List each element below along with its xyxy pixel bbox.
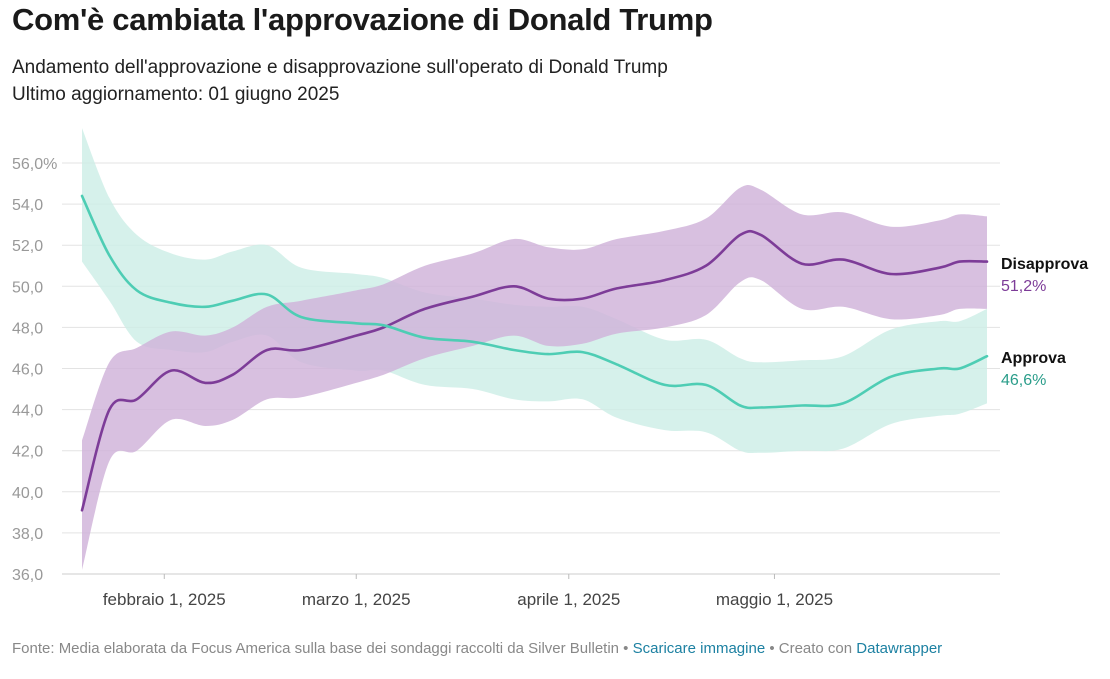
datawrapper-link[interactable]: Datawrapper [856,640,943,657]
series-value-disapprova: 51,2% [1001,278,1046,295]
series-value-approva: 46,6% [1001,372,1046,389]
y-tick-label: 42,0 [12,444,43,461]
subtitle-line-2: Ultimo aggiornamento: 01 giugno 2025 [12,84,340,105]
x-tick-label: maggio 1, 2025 [716,590,833,609]
y-tick-label: 38,0 [12,526,43,543]
x-tick-label: marzo 1, 2025 [302,590,411,609]
x-tick-label: febbraio 1, 2025 [103,590,226,609]
confidence-bands [82,128,987,570]
footer-separator-2: • Creato con [765,640,857,657]
series-label-approva: Approva [1001,350,1066,367]
y-tick-label: 52,0 [12,238,43,255]
y-tick-label: 56,0% [12,156,57,173]
x-axis: febbraio 1, 2025 marzo 1, 2025 aprile 1, 2… [103,574,833,609]
line-approva [80,194,989,410]
series-label-disapprova: Disapprova [1001,256,1088,273]
footer: Fonte: Media elaborata da Focus America … [12,640,942,657]
band-approva [82,128,987,454]
y-tick-label: 50,0 [12,279,43,296]
source-note: Fonte: Media elaborata da Focus America … [12,640,620,657]
y-tick-label: 44,0 [12,403,43,420]
y-tick-label: 48,0 [12,320,43,337]
y-tick-label: 46,0 [12,362,43,379]
series-lines [80,194,989,512]
footer-separator: • [619,640,633,657]
download-image-link[interactable]: Scaricare immagine [632,640,766,657]
y-tick-label: 54,0 [12,197,43,214]
subtitle-line-1: Andamento dell'approvazione e disapprova… [12,57,668,78]
x-tick-label: aprile 1, 2025 [517,590,620,609]
y-tick-label: 36,0 [12,567,43,584]
chart-title: Com'è cambiata l'approvazione di Donald … [12,2,713,37]
y-tick-label: 40,0 [12,485,43,502]
line-disapprova [80,229,989,512]
chart-subtitle: Andamento dell'approvazione e disapprova… [12,54,668,108]
band-disapprova [82,185,987,570]
series-labels: Disapprova 51,2% Approva 46,6% [1001,256,1088,389]
y-axis: 56,0% 54,0 52,0 50,0 48,0 46,0 44,0 42,0 40,0 38,… [12,156,57,584]
